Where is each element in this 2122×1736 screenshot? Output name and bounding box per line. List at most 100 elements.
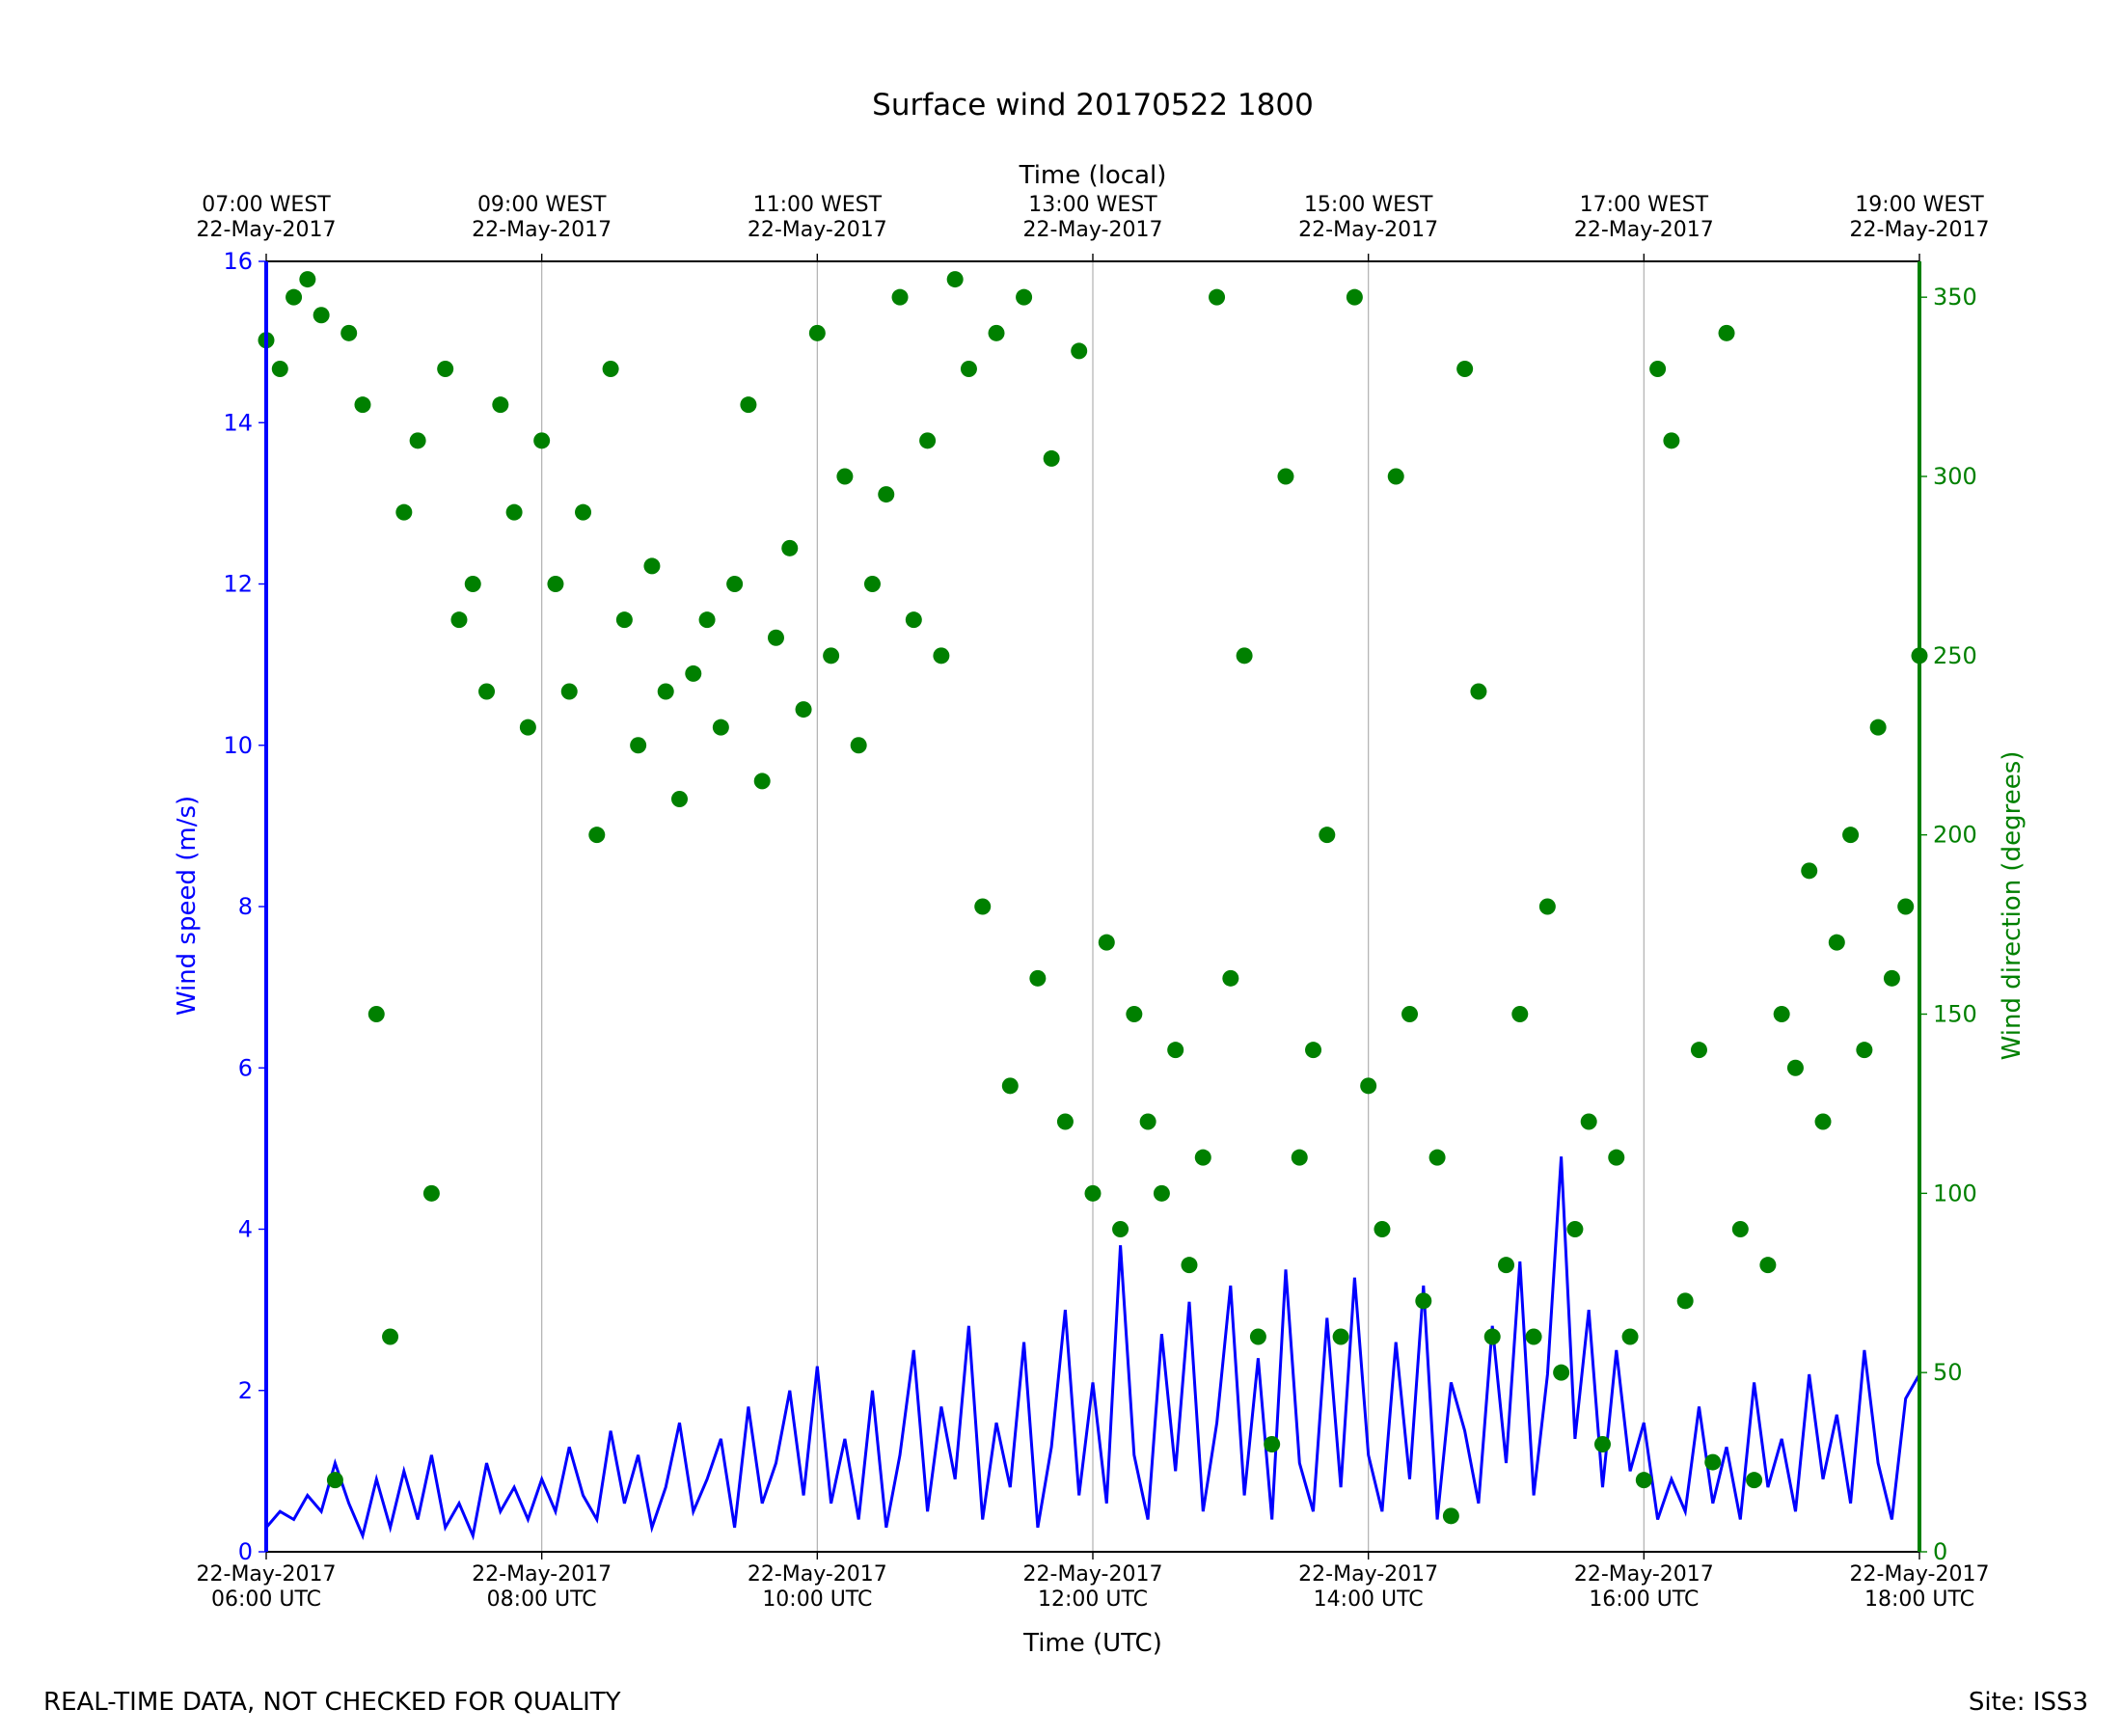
direction-point (367, 1006, 385, 1022)
direction-point (1291, 1149, 1308, 1166)
x2-tick-label-line: 22-May-2017 (1574, 218, 1714, 242)
x2-tick-label-line: 22-May-2017 (1023, 218, 1163, 242)
y2-tick-label: 50 (1933, 1359, 1963, 1386)
direction-point (740, 396, 757, 414)
x2-tick-label: 09:00 WEST 22-May-2017 (472, 193, 612, 242)
direction-point (823, 647, 840, 665)
footer-note: REAL-TIME DATA, NOT CHECKED FOR QUALITY (43, 1688, 621, 1717)
x-tick-label-line: 22-May-2017 (197, 1562, 337, 1587)
y2-tick-label: 250 (1933, 642, 1977, 669)
direction-point (878, 486, 895, 503)
y-tick-label: 0 (238, 1538, 253, 1565)
x2-tick-label: 19:00 WEST 22-May-2017 (1850, 193, 1990, 242)
footer-site: Site: ISS3 (1969, 1688, 2088, 1717)
direction-point (1442, 1507, 1459, 1525)
direction-point (836, 468, 854, 485)
direction-point (1043, 449, 1060, 467)
x-tick-label-line: 22-May-2017 (1850, 1562, 1990, 1587)
direction-point (1470, 683, 1487, 700)
x-tick-label: 22-May-2017 10:00 UTC (748, 1562, 887, 1612)
y-tick-label: 16 (223, 248, 253, 275)
direction-point (1139, 1113, 1156, 1130)
x2-tick-label-line: 09:00 WEST (477, 193, 607, 217)
direction-point (1360, 1077, 1377, 1095)
direction-point (850, 737, 867, 754)
y2-tick-label: 200 (1933, 822, 1977, 849)
direction-point (1428, 1149, 1446, 1166)
direction-point (519, 719, 536, 736)
y-tick-label: 4 (238, 1216, 253, 1243)
direction-point (1277, 468, 1294, 485)
x2-tick-label: 17:00 WEST 22-May-2017 (1574, 193, 1714, 242)
direction-point (1856, 1042, 1873, 1059)
direction-point (671, 791, 688, 807)
x2-tick-label: 11:00 WEST 22-May-2017 (748, 193, 887, 242)
direction-point (1001, 1077, 1019, 1095)
x2-tick-label-line: 17:00 WEST (1580, 193, 1709, 217)
direction-point (1759, 1257, 1777, 1274)
direction-point (946, 271, 964, 288)
direction-point (1456, 361, 1474, 377)
x-tick-label-line: 22-May-2017 (472, 1562, 612, 1587)
direction-point (1056, 1113, 1074, 1130)
x-tick-label-line: 16:00 UTC (1589, 1587, 1699, 1612)
x-tick-label-line: 10:00 UTC (762, 1587, 872, 1612)
x-axis-label: Time (UTC) (1022, 1629, 1162, 1658)
x2-tick-label: 15:00 WEST 22-May-2017 (1298, 193, 1438, 242)
direction-point (1718, 324, 1735, 341)
direction-point (919, 432, 937, 449)
chart-title: Surface wind 20170522 1800 (872, 88, 1314, 122)
x-tick-label-line: 08:00 UTC (487, 1587, 597, 1612)
direction-point (1676, 1292, 1694, 1310)
direction-point (1635, 1472, 1652, 1489)
direction-point (1690, 1042, 1707, 1059)
direction-point (1098, 934, 1115, 951)
direction-point (1181, 1257, 1198, 1274)
direction-point (781, 539, 799, 556)
direction-point (533, 432, 551, 449)
direction-point (575, 503, 592, 521)
direction-point (422, 1184, 440, 1202)
direction-point (685, 665, 702, 682)
y-tick-label: 10 (223, 732, 253, 759)
y2-tick-label: 100 (1933, 1180, 1977, 1207)
direction-point (340, 324, 358, 341)
direction-point (1553, 1364, 1570, 1381)
direction-point (1566, 1221, 1584, 1237)
speed-line (264, 1156, 1921, 1541)
direction-point (1264, 1436, 1281, 1452)
y-tick-label: 12 (223, 571, 253, 598)
direction-point (1401, 1006, 1419, 1022)
direction-point (286, 288, 303, 306)
direction-point (1071, 342, 1088, 360)
x2-tick-label-line: 13:00 WEST (1028, 193, 1157, 217)
x2-tick-label: 13:00 WEST 22-May-2017 (1023, 193, 1163, 242)
direction-point (1580, 1113, 1597, 1130)
x-tick-label: 22-May-2017 08:00 UTC (472, 1562, 612, 1612)
direction-point (1897, 898, 1915, 915)
x2-tick-label-line: 15:00 WEST (1304, 193, 1433, 217)
y-tick-label: 14 (223, 409, 253, 436)
x2-tick-label-line: 11:00 WEST (753, 193, 883, 217)
direction-point (382, 1328, 399, 1345)
direction-point (1842, 827, 1860, 844)
direction-point (1305, 1042, 1322, 1059)
direction-point (1084, 1184, 1102, 1202)
direction-point (450, 611, 468, 629)
y-axis-label: Wind speed (m/s) (173, 796, 202, 1016)
direction-point (1525, 1328, 1542, 1345)
direction-point (1249, 1328, 1266, 1345)
direction-point (354, 396, 371, 414)
direction-point (299, 271, 316, 288)
x2-tick-label-line: 19:00 WEST (1855, 193, 1984, 217)
x-tick-label: 22-May-2017 06:00 UTC (197, 1562, 337, 1612)
x-tick-label: 22-May-2017 18:00 UTC (1850, 1562, 1990, 1612)
x-tick-label-line: 22-May-2017 (748, 1562, 887, 1587)
direction-point (712, 719, 729, 736)
direction-point (409, 432, 426, 449)
direction-point (560, 683, 578, 700)
y2-axis-label: Wind direction (degrees) (1998, 751, 2027, 1061)
direction-point (1746, 1472, 1763, 1489)
